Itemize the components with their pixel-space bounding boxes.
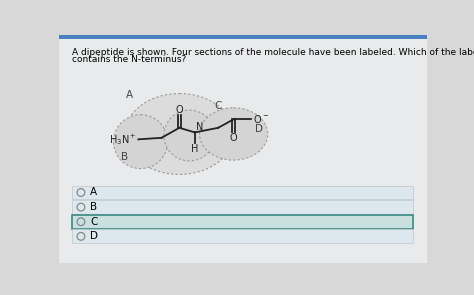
Circle shape (113, 115, 168, 169)
Text: C: C (214, 101, 222, 111)
Text: A dipeptide is shown. Four sections of the molecule have been labeled. Which of : A dipeptide is shown. Four sections of t… (72, 48, 474, 57)
Text: B: B (121, 152, 128, 162)
Text: H$_3$N$^+$: H$_3$N$^+$ (109, 132, 137, 147)
Ellipse shape (200, 108, 268, 160)
Bar (72, 186, 413, 199)
Text: O: O (175, 105, 183, 115)
Text: N: N (196, 122, 203, 132)
Text: contains the N-terminus?: contains the N-terminus? (72, 55, 186, 64)
Text: H: H (191, 144, 199, 154)
Text: D: D (255, 124, 263, 134)
Bar (72, 215, 413, 229)
Text: O: O (230, 133, 237, 143)
Text: A: A (90, 188, 97, 197)
Text: C: C (90, 217, 98, 227)
Text: A: A (126, 91, 133, 101)
Bar (72, 200, 413, 214)
Text: B: B (90, 202, 97, 212)
Text: D: D (90, 231, 98, 241)
Circle shape (164, 110, 215, 161)
Bar (59, 35, 427, 39)
Ellipse shape (125, 94, 234, 174)
Bar (72, 230, 413, 243)
Text: O$^-$: O$^-$ (253, 113, 269, 125)
